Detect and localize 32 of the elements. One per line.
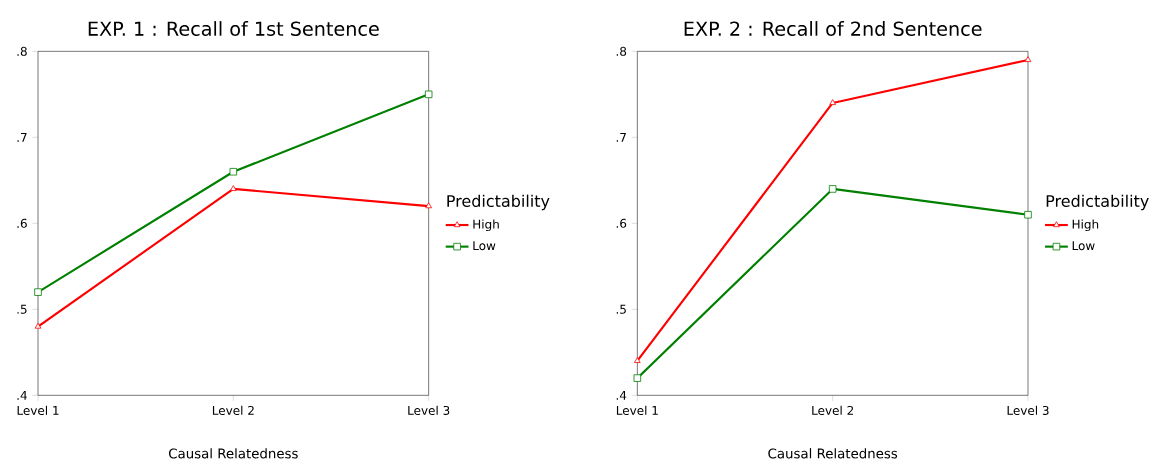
x-tick-label: Level 1 — [17, 405, 59, 415]
x-tick-label: Level 2 — [812, 405, 854, 415]
legend-title: Predictability — [1046, 194, 1149, 211]
x-tick-label: Level 3 — [1007, 405, 1049, 415]
y-tick-label: .8 — [616, 46, 627, 56]
y-tick-label: .5 — [17, 304, 27, 314]
legend-label: High — [1072, 219, 1099, 232]
x-tick-label: Level 2 — [212, 405, 254, 415]
x-tick-label: Level 3 — [408, 405, 450, 415]
legend-label: Low — [473, 241, 496, 251]
legend-label: High — [473, 219, 499, 232]
chart-title: EXP. 1 : Recall of 1st Sentence — [88, 21, 379, 36]
y-tick-label: .7 — [17, 132, 27, 142]
point — [34, 288, 42, 296]
legend-title: Predictability — [447, 194, 550, 211]
y-tick-label: .6 — [616, 218, 627, 228]
point — [828, 185, 837, 193]
point — [1024, 210, 1032, 219]
y-tick-label: .7 — [616, 132, 626, 142]
y-tick-label: .5 — [616, 304, 626, 314]
legend-label: Low — [1072, 241, 1095, 251]
x-axis-title: Causal Relatedness — [768, 448, 898, 459]
y-tick-label: .6 — [17, 218, 27, 228]
point — [424, 90, 433, 99]
x-tick-label: Level 1 — [616, 405, 658, 415]
chart-title: EXP. 2 : Recall of 2nd Sentence — [684, 21, 982, 36]
x-axis-title: Causal Relatedness — [169, 448, 298, 459]
y-tick-label: .8 — [17, 46, 27, 56]
y-tick-label: .4 — [17, 390, 27, 400]
point — [229, 168, 238, 176]
y-tick-label: .4 — [616, 390, 627, 400]
point — [633, 374, 642, 382]
